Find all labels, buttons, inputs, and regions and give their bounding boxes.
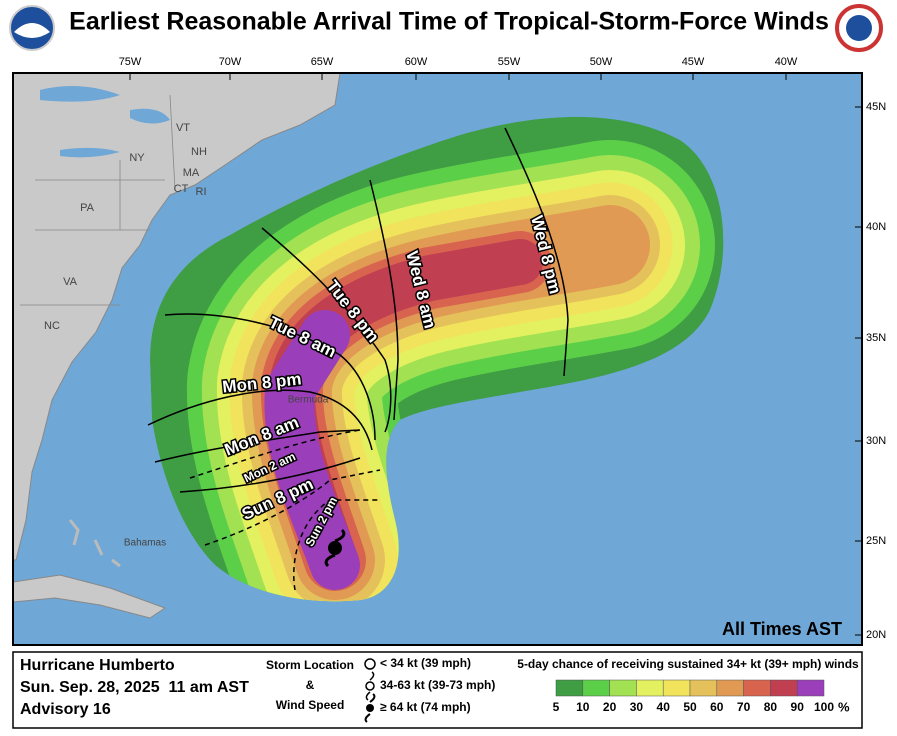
symbol-tropical-storm-arms — [365, 671, 375, 701]
latitude-label: 30N — [866, 435, 886, 447]
time-line — [154, 429, 361, 463]
probability-swatch — [770, 679, 798, 697]
map-frame — [12, 72, 863, 646]
probability-level: 40 — [657, 700, 671, 714]
title: Earliest Reasonable Arrival Time of Trop… — [69, 8, 829, 36]
storm-symbol — [324, 528, 346, 568]
probability-unit: % — [838, 699, 850, 714]
probability-swatch — [609, 679, 637, 697]
storm-name: Hurricane Humberto — [20, 657, 175, 674]
symbol-title: Wind Speed — [276, 698, 345, 712]
latitude-label: 40N — [866, 221, 886, 233]
longitude-label: 65W — [311, 56, 334, 68]
probability-swatch — [716, 679, 744, 697]
probability-swatch — [689, 679, 718, 697]
longitude-label: 70W — [219, 56, 242, 68]
place-label: Bermuda — [288, 395, 329, 406]
nws-logo-inner — [846, 15, 872, 41]
time-line — [164, 313, 376, 441]
probability-level: 30 — [630, 700, 644, 714]
advisory-date: Sun. Sep. 28, 2025 11 am AST — [20, 679, 249, 696]
probability-swatch — [636, 679, 664, 697]
probability-swatch — [662, 679, 691, 697]
storm-position — [328, 541, 342, 555]
latitude-label: 45N — [866, 101, 886, 113]
place-label: VA — [63, 276, 78, 288]
cone-level — [264, 310, 360, 590]
time-line-dashed — [293, 499, 380, 591]
symbol-tropical-storm — [365, 681, 375, 691]
longitude-label: 45W — [682, 56, 705, 68]
probability-swatch — [743, 679, 771, 697]
time-line — [147, 389, 373, 451]
probability-swatch — [582, 679, 610, 697]
probability-cone — [150, 116, 724, 602]
probability-level: 10 — [576, 700, 590, 714]
place-label: RI — [196, 186, 207, 198]
great-lakes — [40, 86, 170, 158]
time-line — [504, 127, 569, 377]
probability-swatch — [796, 679, 825, 697]
symbol-label: 34-63 kt (39-73 mph) — [380, 678, 495, 692]
latitude-label: 35N — [866, 332, 886, 344]
probability-scale: 5 10 20 30 40 50 60 70 80 90 100% — [553, 679, 850, 714]
probability-level: 70 — [737, 700, 751, 714]
place-label: MA — [183, 167, 200, 179]
noaa-logo-bird — [14, 23, 50, 38]
probability-title: 5-day chance of receiving sustained 34+ … — [517, 657, 859, 671]
longitude-label: 55W — [498, 56, 521, 68]
symbol-label: ≥ 64 kt (74 mph) — [380, 700, 471, 714]
symbol-hurricane-arms — [364, 693, 376, 723]
latitude-label: 25N — [866, 535, 886, 547]
time-zone-note: All Times AST — [722, 619, 842, 639]
symbol-weak — [364, 658, 376, 670]
probability-level: 50 — [683, 700, 697, 714]
probability-swatch — [555, 679, 584, 697]
time-line-dashed — [189, 429, 361, 479]
probability-level: 80 — [764, 700, 778, 714]
symbol-title: & — [306, 678, 315, 692]
place-label: PA — [80, 202, 95, 214]
time-line — [261, 227, 392, 433]
time-line-dashed — [204, 469, 381, 546]
latitude-label: 20N — [866, 629, 886, 641]
probability-level: 5 — [553, 700, 560, 714]
probability-level: 100 — [814, 700, 834, 714]
north-america — [13, 73, 341, 561]
longitude-label: 60W — [405, 56, 428, 68]
probability-level: 60 — [710, 700, 724, 714]
probability-level: 90 — [791, 700, 805, 714]
longitude-label: 75W — [119, 56, 142, 68]
longitude-label: 50W — [590, 56, 613, 68]
longitude-label: 40W — [775, 56, 798, 68]
time-line — [369, 179, 399, 421]
place-label: NH — [191, 146, 207, 158]
symbol-label: < 34 kt (39 mph) — [380, 656, 471, 670]
bahamas — [68, 519, 121, 568]
probability-level: 20 — [603, 700, 617, 714]
place-label: CT — [174, 183, 189, 195]
place-label: NY — [129, 152, 145, 164]
place-label: VT — [176, 122, 190, 134]
place-label: NC — [44, 320, 60, 332]
place-label: Bahamas — [124, 538, 166, 549]
cuba — [13, 574, 167, 619]
symbol-hurricane — [366, 704, 374, 712]
time-line — [179, 457, 361, 493]
advisory-number: Advisory 16 — [20, 701, 111, 718]
state-borders — [20, 94, 176, 306]
symbol-title: Storm Location — [266, 658, 354, 672]
